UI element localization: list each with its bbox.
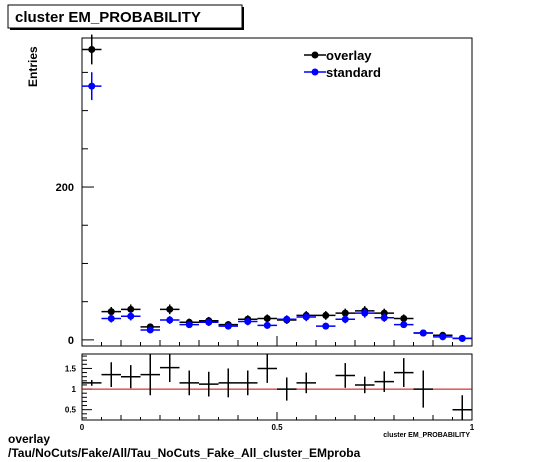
marker (400, 321, 408, 329)
marker (107, 314, 115, 322)
data-point-standard (218, 322, 238, 330)
data-point-standard (160, 316, 180, 324)
data-point-standard (277, 315, 297, 324)
marker (458, 334, 466, 342)
marker (380, 314, 388, 322)
marker (127, 305, 135, 313)
y-axis-label: Entries (26, 46, 40, 87)
marker (224, 322, 232, 330)
data-point-standard (82, 72, 102, 101)
marker (400, 314, 408, 322)
marker (341, 315, 349, 323)
data-point-standard (199, 318, 219, 326)
ratio-point (160, 354, 180, 383)
ratio-y-tick-label: 1.5 (65, 364, 77, 373)
marker (244, 318, 252, 326)
ratio-point (452, 395, 472, 420)
footer-path: /Tau/NoCuts/Fake/All/Tau_NoCuts_Fake_All… (8, 446, 361, 460)
main-series-group (82, 34, 472, 342)
marker (127, 312, 135, 320)
ratio-point (413, 370, 433, 408)
data-point-standard (452, 334, 472, 342)
data-point-standard (101, 314, 121, 323)
ratio-point (121, 365, 141, 389)
data-point-standard (413, 329, 433, 337)
marker (166, 316, 174, 324)
ratio-point (394, 358, 414, 387)
ratio-point (82, 379, 102, 386)
marker (263, 321, 271, 329)
ratio-point (355, 376, 375, 394)
ratio-plot-frame (81, 353, 473, 421)
chart-title: cluster EM_PROBABILITY (15, 9, 201, 26)
title-box (7, 4, 243, 29)
ratio-point (335, 363, 355, 388)
marker (166, 305, 174, 313)
data-point-overlay (316, 311, 336, 320)
ratio-point (199, 371, 219, 397)
ratio-series-group (82, 354, 472, 420)
marker (322, 322, 330, 330)
marker (439, 333, 447, 341)
marker (88, 82, 96, 90)
ratio-y-axis: 0.5 1 1.5 (65, 355, 92, 419)
ratio-point (374, 371, 394, 392)
marker (322, 311, 330, 319)
ratio-x-tick-label: 0.5 (271, 423, 283, 432)
legend-overlay-marker (311, 51, 319, 59)
data-point-standard (238, 317, 258, 326)
data-point-standard (374, 313, 394, 322)
ratio-point (101, 362, 121, 387)
marker (263, 314, 271, 322)
x-axis-label: cluster EM_PROBABILITY (383, 432, 470, 439)
legend-overlay-label: overlay (326, 48, 372, 63)
legend: overlay standard (304, 48, 381, 80)
ratio-point (257, 354, 277, 383)
data-point-standard (140, 326, 160, 334)
main-x-axis (81, 336, 473, 346)
marker (361, 309, 369, 317)
ratio-x-axis: 0 0.5 1 (80, 412, 475, 432)
ratio-point (277, 377, 297, 401)
data-point-standard (316, 322, 336, 330)
footer-title: overlay (8, 432, 51, 446)
marker (185, 321, 193, 329)
marker (107, 308, 115, 316)
ratio-point (140, 354, 160, 396)
ratio-x-tick-label: 1 (470, 423, 475, 432)
marker (205, 318, 213, 326)
data-point-overlay (82, 34, 102, 65)
main-plot-frame (81, 37, 473, 347)
marker (419, 329, 427, 337)
main-y-tick-label: 200 (56, 182, 74, 194)
data-point-standard (394, 321, 414, 329)
data-point-overlay (160, 304, 180, 315)
data-point-standard (121, 311, 141, 321)
data-point-standard (179, 321, 199, 329)
main-y-axis: 0 200 (56, 71, 94, 347)
ratio-y-tick-label: 1 (72, 385, 77, 394)
data-point-overlay (257, 314, 277, 323)
legend-standard-marker (311, 68, 319, 76)
ratio-y-tick-label: 0.5 (65, 406, 77, 415)
data-point-standard (433, 333, 453, 341)
ratio-point (296, 372, 316, 394)
main-y-tick-label: 0 (68, 335, 74, 347)
data-point-standard (355, 308, 375, 318)
marker (88, 45, 96, 53)
data-point-standard (296, 312, 316, 322)
marker (302, 313, 310, 321)
ratio-x-tick-label: 0 (80, 423, 85, 432)
ratio-point (179, 370, 199, 396)
data-point-standard (335, 315, 355, 324)
marker (341, 309, 349, 317)
ratio-point (238, 370, 258, 396)
legend-standard-label: standard (326, 65, 381, 80)
data-point-standard (257, 321, 277, 329)
marker (283, 315, 291, 323)
ratio-point (218, 368, 238, 398)
marker (146, 326, 154, 334)
